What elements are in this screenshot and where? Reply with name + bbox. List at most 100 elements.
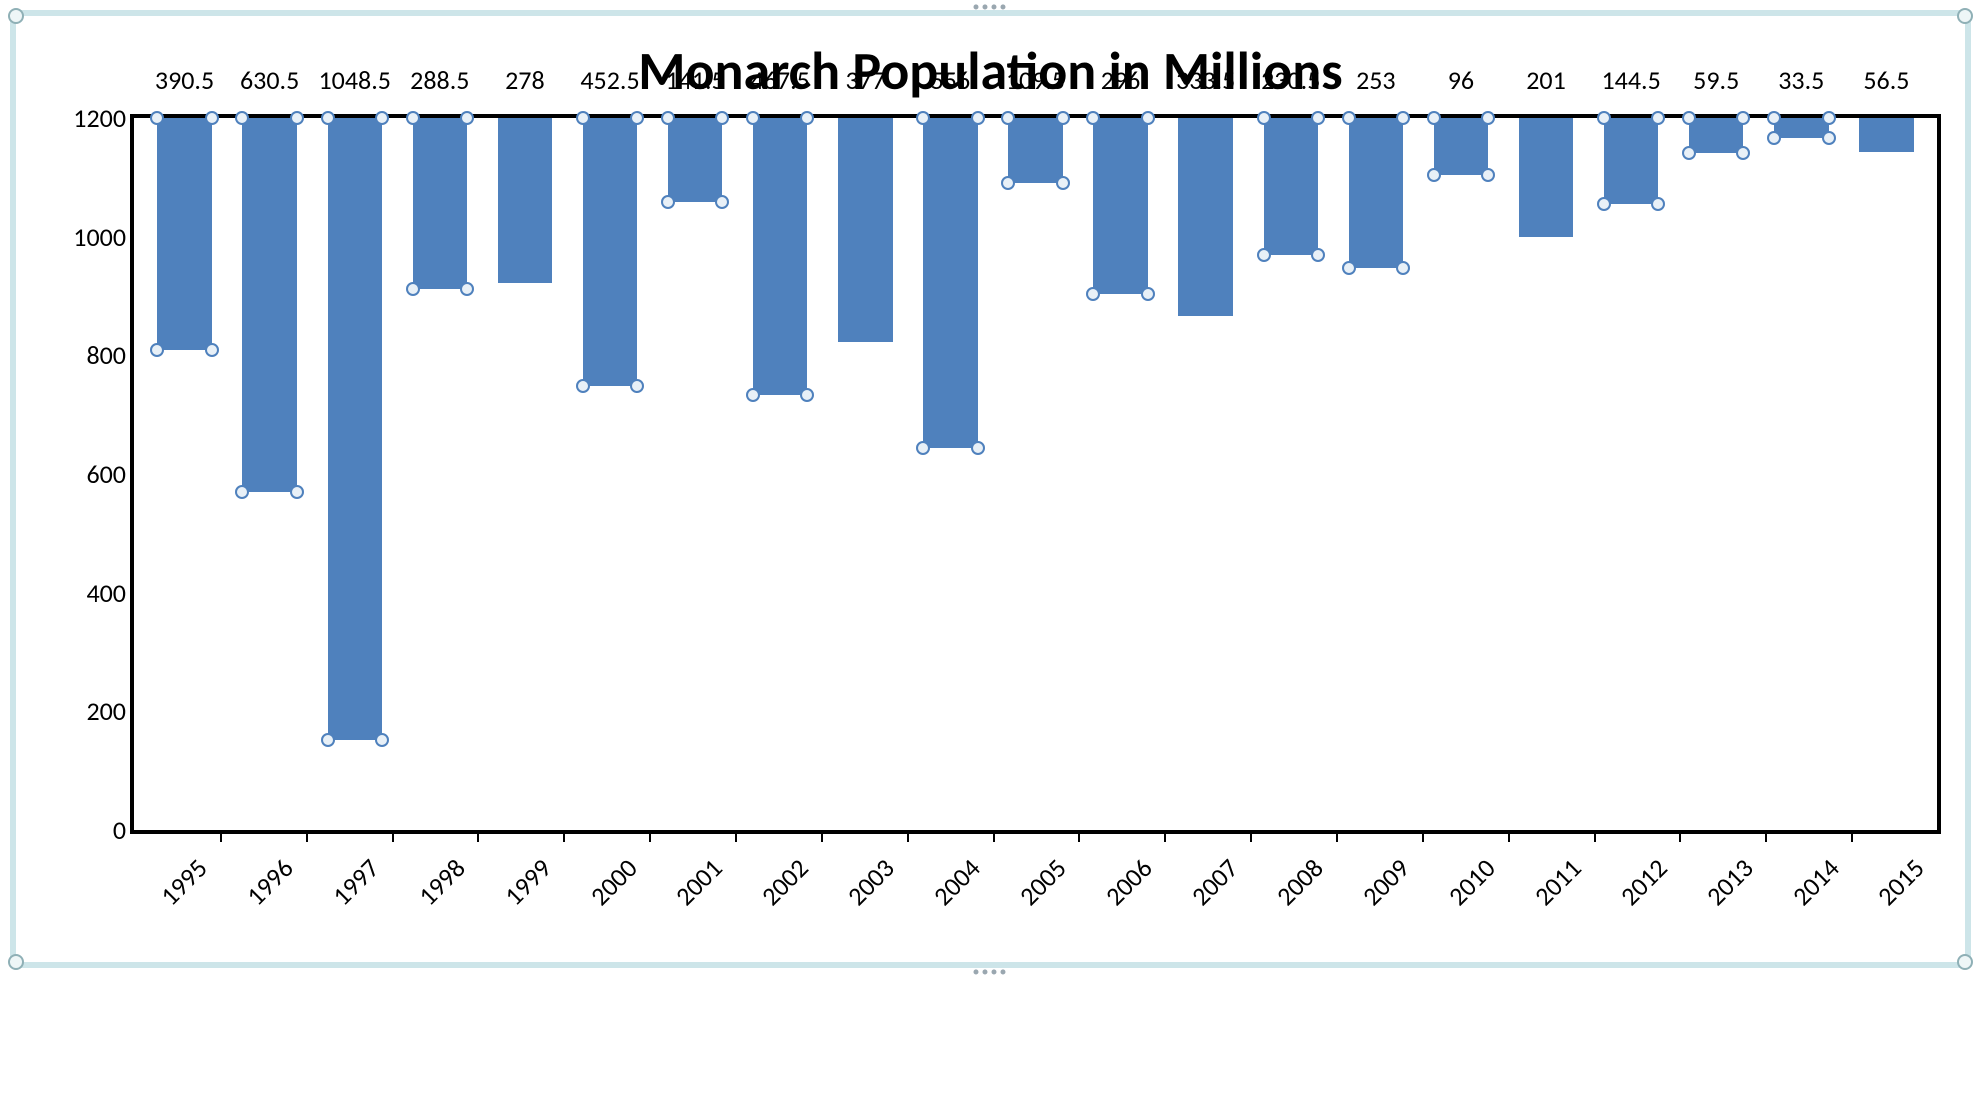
bar-marker — [1257, 111, 1271, 125]
bar-slot: 556 — [908, 118, 993, 830]
bar: 230.5 — [1264, 118, 1318, 255]
data-label: 630.5 — [240, 64, 299, 96]
bar-marker — [1086, 287, 1100, 301]
bar-marker — [800, 111, 814, 125]
data-label: 141.5 — [665, 64, 724, 96]
x-tick-label: 2015 — [1871, 852, 1931, 912]
x-tick-label: 2004 — [927, 852, 987, 912]
bar: 96 — [1434, 118, 1488, 175]
bar-marker — [150, 111, 164, 125]
x-tick-label: 1997 — [326, 852, 386, 912]
x-tick — [1422, 830, 1424, 842]
bar-marker — [375, 111, 389, 125]
x-axis: 1995199619971998199920002001200220032004… — [130, 848, 1941, 948]
bar-marker — [1736, 146, 1750, 160]
bar-marker — [630, 379, 644, 393]
bar-marker — [661, 111, 675, 125]
y-tick-label: 0 — [56, 814, 126, 846]
y-axis: 020040060080010001200 — [56, 118, 126, 830]
data-label: 59.5 — [1693, 64, 1739, 96]
bar-slot: 452.5 — [567, 118, 652, 830]
bar-marker — [460, 282, 474, 296]
bar: 144.5 — [1604, 118, 1658, 204]
data-label: 377 — [846, 64, 886, 96]
bar-marker — [406, 282, 420, 296]
x-tick-label: 2006 — [1098, 852, 1158, 912]
x-tick-label: 2005 — [1013, 852, 1073, 912]
bar-marker — [746, 111, 760, 125]
frame-corner-tr — [1957, 8, 1973, 24]
chart-title: Monarch Population in Millions — [20, 38, 1961, 104]
bar-slot: 33.5 — [1759, 118, 1844, 830]
bar-marker — [661, 195, 675, 209]
bar-marker — [290, 111, 304, 125]
bar: 141.5 — [668, 118, 722, 202]
bar-marker — [1822, 131, 1836, 145]
x-tick — [735, 830, 737, 842]
bar: 56.5 — [1859, 118, 1913, 152]
bar-slot: 144.5 — [1589, 118, 1674, 830]
x-tick-label: 2010 — [1442, 852, 1502, 912]
bar-marker — [1597, 111, 1611, 125]
bar-marker — [1342, 261, 1356, 275]
bar: 377 — [838, 118, 892, 342]
bar-slot: 253 — [1333, 118, 1418, 830]
bar-marker — [1141, 287, 1155, 301]
data-label: 278 — [505, 64, 545, 96]
bar-marker — [1651, 197, 1665, 211]
plot-area: 020040060080010001200 390.5630.51048.528… — [130, 114, 1941, 834]
x-tick — [1508, 830, 1510, 842]
frame-corner-tl — [8, 8, 24, 24]
x-tick-label: 1995 — [154, 852, 214, 912]
bar-marker — [1311, 111, 1325, 125]
bar-marker — [746, 388, 760, 402]
x-tick-label: 2001 — [669, 852, 729, 912]
x-tick — [1594, 830, 1596, 842]
chart-frame: •••• •••• Monarch Population in Millions… — [10, 10, 1971, 968]
bar-slot: 390.5 — [142, 118, 227, 830]
data-label: 333.5 — [1176, 64, 1235, 96]
x-tick-label: 2007 — [1184, 852, 1244, 912]
x-tick — [1336, 830, 1338, 842]
bar-marker — [800, 388, 814, 402]
bar-slot: 56.5 — [1844, 118, 1929, 830]
x-tick-label: 2011 — [1528, 852, 1588, 912]
data-label: 296 — [1101, 64, 1141, 96]
bar-slot: 333.5 — [1163, 118, 1248, 830]
bar: 288.5 — [413, 118, 467, 289]
bar-slot: 59.5 — [1674, 118, 1759, 830]
x-tick — [1851, 830, 1853, 842]
bar-slot: 296 — [1078, 118, 1163, 830]
x-tick — [477, 830, 479, 842]
x-tick — [306, 830, 308, 842]
y-tick-label: 800 — [56, 339, 126, 371]
y-tick-label: 400 — [56, 577, 126, 609]
x-tick-label: 2008 — [1270, 852, 1330, 912]
bar: 278 — [498, 118, 552, 283]
bar-slot: 230.5 — [1248, 118, 1333, 830]
bar: 452.5 — [583, 118, 637, 386]
bar-marker — [460, 111, 474, 125]
data-label: 33.5 — [1778, 64, 1824, 96]
y-tick-label: 1200 — [56, 102, 126, 134]
x-tick-label: 2002 — [755, 852, 815, 912]
x-tick-label: 1998 — [412, 852, 472, 912]
bar-marker — [715, 195, 729, 209]
x-tick — [907, 830, 909, 842]
y-tick-label: 600 — [56, 458, 126, 490]
data-label: 96 — [1448, 64, 1474, 96]
bar-marker — [1822, 111, 1836, 125]
frame-corner-bl — [8, 954, 24, 970]
bar-marker — [1736, 111, 1750, 125]
y-tick-label: 200 — [56, 695, 126, 727]
x-tick — [220, 830, 222, 842]
bar-marker — [205, 343, 219, 357]
bar-marker — [1427, 168, 1441, 182]
bar-marker — [715, 111, 729, 125]
bar-slot: 377 — [823, 118, 908, 830]
x-tick — [821, 830, 823, 842]
data-label: 556 — [931, 64, 971, 96]
bar: 333.5 — [1178, 118, 1232, 316]
bar-slot: 109.5 — [993, 118, 1078, 830]
bar: 467.5 — [753, 118, 807, 395]
